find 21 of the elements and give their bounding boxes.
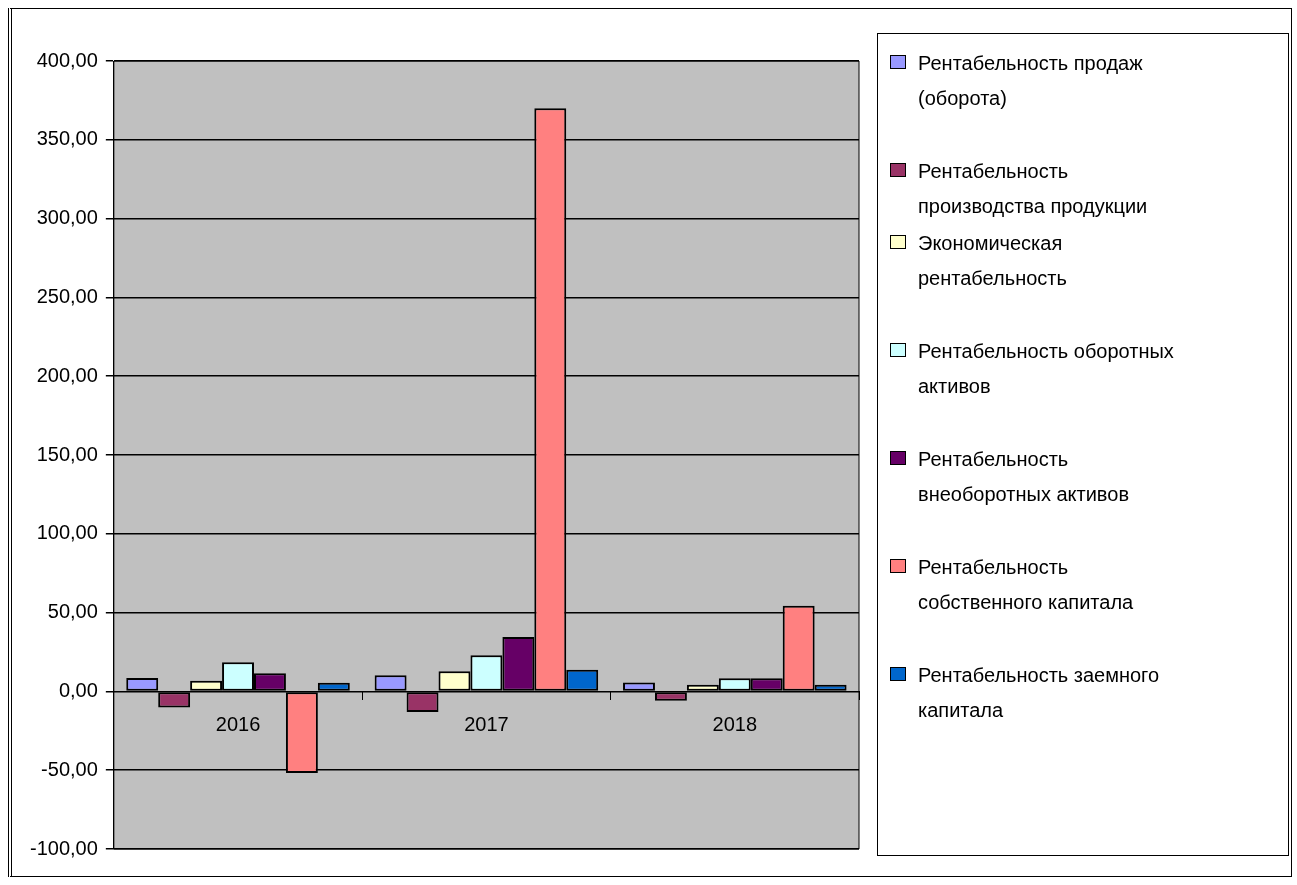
y-tick-label: 250,00 (36, 284, 98, 307)
legend-label: Рентабельность оборотных активов (918, 339, 1175, 399)
x-tick-label: 2016 (215, 712, 261, 735)
legend-label: Экономическая рентабельность (918, 231, 1068, 291)
legend-label: Рентабельность заемного капитала (918, 663, 1161, 723)
legend-label: Рентабельность внеоборотных активов (918, 447, 1130, 507)
x-tick-label: 2017 (464, 712, 509, 735)
y-tick-label: 200,00 (36, 363, 98, 386)
y-tick-label: -50,00 (41, 757, 98, 780)
legend-label: Рентабельность продаж (оборота) (918, 51, 1144, 111)
y-tick-label: 0,00 (58, 678, 98, 701)
y-tick-label: -100,00 (29, 836, 98, 859)
y-tick-label: 400,00 (36, 48, 98, 71)
y-tick-label: 150,00 (36, 442, 98, 465)
y-tick-label: 100,00 (36, 521, 98, 544)
x-tick-label: 2018 (712, 712, 758, 735)
y-tick-label: 300,00 (36, 206, 98, 229)
y-tick-label: 350,00 (36, 127, 98, 150)
legend-label: Рентабельность производства продукции (918, 159, 1149, 219)
y-tick-label: 50,00 (47, 600, 98, 623)
legend-label: Рентабельность собственного капитала (918, 555, 1135, 615)
